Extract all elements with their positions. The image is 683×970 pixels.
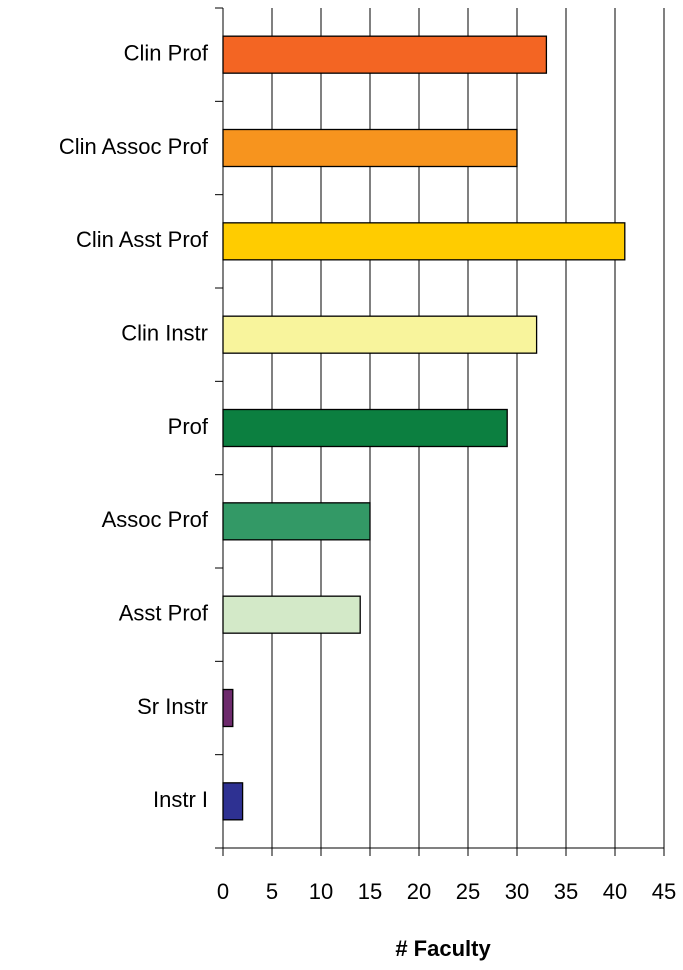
bar: [222, 222, 626, 261]
bar: [222, 35, 548, 74]
bar: [222, 688, 234, 728]
x-tick-label: 40: [603, 879, 627, 904]
y-tick-label: Clin Prof: [124, 40, 209, 65]
x-tick-label: 5: [266, 879, 278, 904]
x-axis-title: # Faculty: [395, 936, 491, 961]
y-tick-label: Asst Prof: [119, 600, 209, 625]
bar: [222, 408, 508, 448]
x-tick-label: 20: [407, 879, 431, 904]
x-tick-label: 25: [456, 879, 480, 904]
x-tick-label: 10: [309, 879, 333, 904]
x-tick-label: 45: [652, 879, 676, 904]
y-tick-label: Clin Assoc Prof: [59, 134, 209, 159]
y-tick-label: Sr Instr: [137, 694, 208, 719]
x-tick-label: 0: [217, 879, 229, 904]
bar: [222, 502, 371, 541]
bar: [222, 315, 538, 354]
y-tick-label: Clin Asst Prof: [76, 227, 209, 252]
bar: [222, 595, 361, 634]
y-tick-label: Instr I: [153, 787, 208, 812]
x-tick-label: 15: [358, 879, 382, 904]
bar: [222, 128, 518, 168]
bar: [222, 782, 244, 821]
x-tick-label: 30: [505, 879, 529, 904]
y-tick-label: Prof: [168, 414, 209, 439]
y-tick-label: Clin Instr: [121, 320, 208, 345]
y-tick-label: Assoc Prof: [102, 507, 209, 532]
x-tick-label: 35: [554, 879, 578, 904]
